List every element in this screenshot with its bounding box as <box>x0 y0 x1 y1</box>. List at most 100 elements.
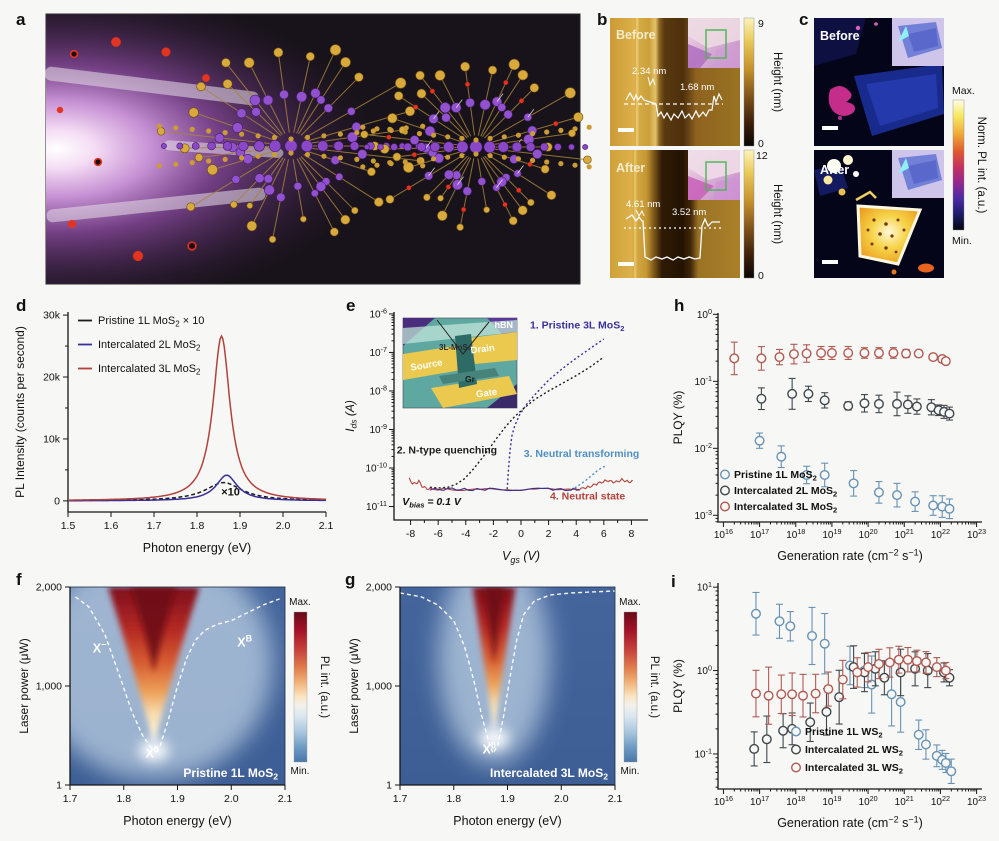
x-tick-label: 1019​ <box>822 527 841 541</box>
exciton-annotation: X0​ <box>146 745 159 761</box>
data-point <box>892 490 903 501</box>
cbar-label: Height (nm) <box>771 52 783 112</box>
data-point <box>910 496 921 507</box>
y-tick-label: 10-10​ <box>365 461 387 475</box>
y-tick-label: 1,000 <box>366 681 392 693</box>
panel-label-g: g <box>345 570 356 589</box>
x-tick-label: 2.1 <box>608 793 623 805</box>
bias-annotation: Vbias​ = 0.1 V <box>402 496 462 509</box>
roi-box <box>705 29 727 59</box>
afm-ridge <box>636 18 639 146</box>
data-point <box>884 657 895 668</box>
data-point <box>750 688 761 699</box>
data-point <box>888 347 899 358</box>
y-tick-label: 10-7​ <box>369 345 387 359</box>
panel-f-power-map-pristine: X−​ X0​ XB​ Pristine 1L MoS2​ 1.7 1.8 1.9 2.0 2.… <box>17 582 330 829</box>
data-point <box>801 348 812 359</box>
pl-before-title: Before <box>820 29 860 43</box>
x-tick-label: 1023​ <box>967 794 986 808</box>
pl-colorbar <box>293 611 308 763</box>
data-point <box>873 658 884 669</box>
panel-d-pl-spectra-chart: 1.5 1.6 1.7 1.8 1.9 2.0 2.1 0 10k 20k 30k Photon en… <box>13 310 334 555</box>
light-beam <box>44 66 259 106</box>
step-height-2: 3.52 nm <box>672 207 706 218</box>
x-tick-label: 1016​ <box>714 527 733 541</box>
data-point <box>823 684 834 695</box>
data-point <box>774 352 785 363</box>
panel-label-f: f <box>16 570 22 589</box>
x-tick-label: 2.0 <box>224 793 239 805</box>
data-point <box>873 347 884 358</box>
x-tick-label: 0 <box>518 528 524 540</box>
data-point <box>873 398 884 409</box>
transfer-curve-3 <box>408 477 633 492</box>
afm-before-image: Before 2.34 nm 1.68 nm <box>610 18 740 146</box>
data-point <box>819 638 830 649</box>
x-axis-title: Vgs​ (V) <box>502 549 540 565</box>
data-point <box>816 347 827 358</box>
y-tick-label: 10-11​ <box>366 499 387 513</box>
x-tick-label: 6 <box>601 528 607 540</box>
y-tick-label: 100​ <box>697 307 712 321</box>
panel-b-afm: Before 2.34 nm 1.68 nm 9 0 Height (nm) <box>610 17 783 282</box>
data-point <box>810 688 821 699</box>
afm-after-image: After 4.61 nm 3.52 nm <box>610 150 740 278</box>
x-tick-label: 1.7 <box>63 793 78 805</box>
panel-g-power-map-intercalated: X0​ Intercalated 3L MoS2​ 1.7 1.8 1.9 2.0 2.1 2… <box>347 582 660 829</box>
map-corner-label: Intercalated 3L MoS2​ <box>490 766 608 782</box>
dashed-contour <box>74 596 280 751</box>
data-point <box>873 487 884 498</box>
legend-label: Pristine 1L MoS2​ <box>734 469 817 482</box>
y-tick-label: 10-1​ <box>694 374 712 388</box>
transfer-curve-2 <box>574 465 607 489</box>
ion-dot <box>67 219 77 229</box>
data-point <box>940 665 951 676</box>
x-tick-label: 1022​ <box>931 527 950 541</box>
data-point <box>913 348 924 359</box>
panel-label-b: b <box>597 10 608 29</box>
legend-label: Intercalated 3L MoS2​ <box>98 363 200 376</box>
data-point <box>761 734 772 745</box>
y-tick-label: 10-2​ <box>694 441 712 455</box>
axes <box>393 312 648 521</box>
inset-label-mos2: 3L-MoS₂ <box>439 343 472 352</box>
ion-dot <box>132 250 144 262</box>
x-tick-label: 1019​ <box>822 794 841 808</box>
x-tick-label: -6 <box>434 528 443 540</box>
x-axis-title: Generation rate (cm−2​ s−1​) <box>777 547 923 563</box>
inset-label-gate: Gate <box>475 387 497 401</box>
x-tick-label: 1020​ <box>859 527 878 541</box>
legend-label: Intercalated 2L MoS2​ <box>98 339 200 352</box>
scale-bar <box>822 260 838 264</box>
y-tick-label: 10-3​ <box>694 508 712 522</box>
cbar-min: Min. <box>952 235 972 247</box>
legend-label: Intercalated 2L WS2​ <box>805 744 903 757</box>
scale-bar <box>618 262 634 266</box>
data-point <box>928 500 939 511</box>
data-point <box>756 353 767 364</box>
data-point <box>843 400 854 411</box>
x-tick-label: 2.1 <box>319 520 334 532</box>
data-point <box>803 388 814 399</box>
map-corner-label: Pristine 1L MoS2​ <box>183 766 278 782</box>
afm-before-title: Before <box>616 28 656 42</box>
data-point <box>819 469 830 480</box>
data-point <box>729 353 740 364</box>
data-point <box>920 657 931 668</box>
x-tick-label: 2.0 <box>554 793 569 805</box>
x-tick-label: 8 <box>629 528 635 540</box>
data-point <box>893 654 904 665</box>
dashed-contour <box>400 590 615 755</box>
x-tick-label: 1.8 <box>446 793 461 805</box>
y-tick-label: 0 <box>54 495 60 507</box>
data-point <box>821 706 832 717</box>
data-point <box>805 717 816 728</box>
data-point <box>931 662 942 673</box>
panel-c-pl-maps: Before After <box>814 18 987 278</box>
x-tick-label: 1023​ <box>967 527 986 541</box>
data-point <box>774 616 785 627</box>
x-axis-title: Generation rate (cm−2​ s−1​) <box>777 814 923 830</box>
data-point <box>848 478 859 489</box>
data-point <box>944 408 955 419</box>
